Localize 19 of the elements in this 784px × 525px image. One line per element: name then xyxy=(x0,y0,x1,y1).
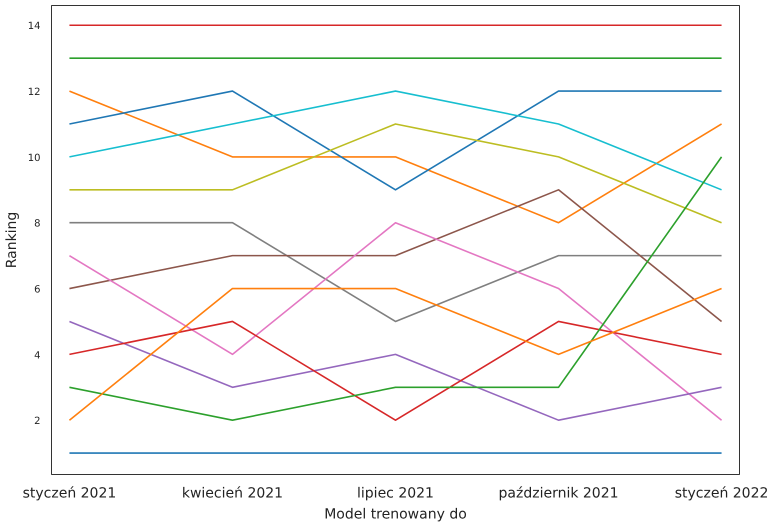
line-series xyxy=(68,222,722,421)
x-tick-label: kwiecień 2021 xyxy=(182,486,284,502)
y-axis-title: Ranking xyxy=(4,212,20,268)
x-tick-label: styczeń 2022 xyxy=(674,486,768,502)
y-tick-label: 8 xyxy=(34,218,41,230)
y-tick-label: 12 xyxy=(28,87,41,98)
y-tick-label: 10 xyxy=(28,152,41,164)
line-series xyxy=(68,320,722,421)
x-tick-label: październik 2021 xyxy=(498,486,619,502)
x-axis-title: Model trenowany do xyxy=(324,506,467,522)
x-tick-label: styczeń 2021 xyxy=(22,486,116,502)
y-tick-label: 14 xyxy=(28,21,41,32)
y-tick-label: 6 xyxy=(34,284,41,296)
line-series xyxy=(68,123,722,224)
line-series xyxy=(68,189,722,322)
y-tick-label: 4 xyxy=(34,350,41,362)
line-series xyxy=(68,90,722,224)
y-tick-label: 2 xyxy=(34,416,41,428)
x-tick-label: lipiec 2021 xyxy=(357,486,434,502)
